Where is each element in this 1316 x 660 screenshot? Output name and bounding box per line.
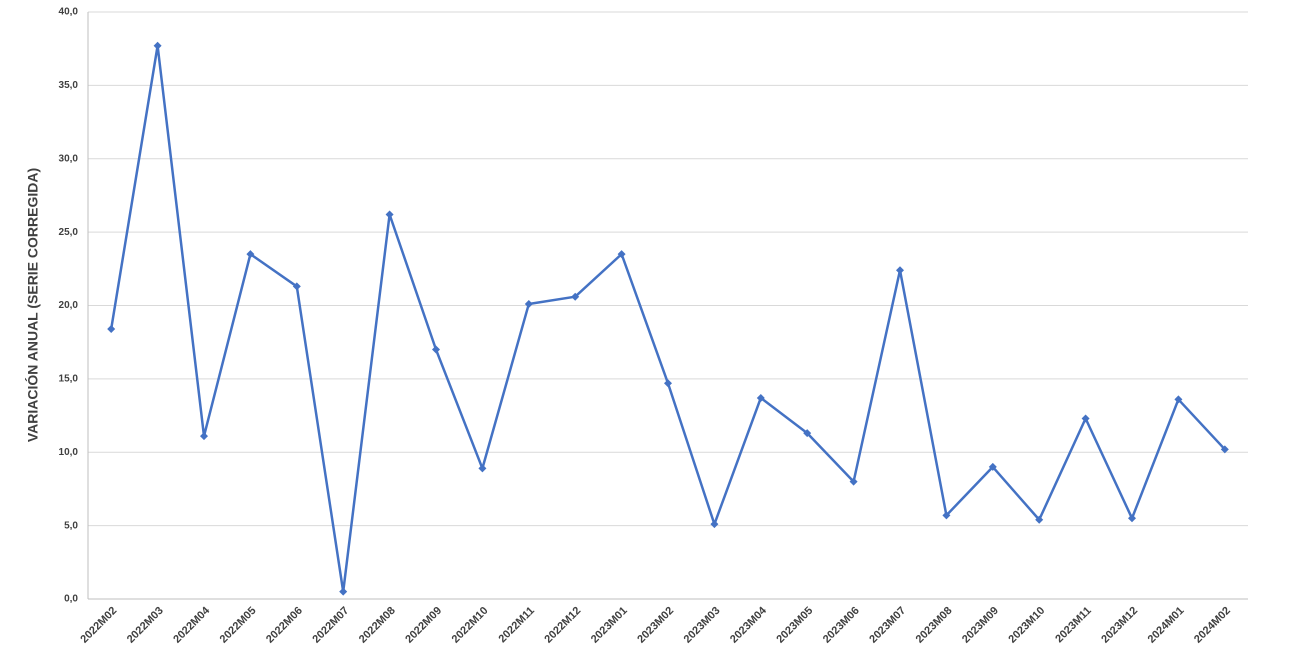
x-tick-label: 2023M05	[774, 605, 815, 646]
x-tick-label: 2022M02	[78, 605, 119, 646]
data-point	[432, 345, 440, 354]
data-point	[107, 324, 116, 333]
y-tick-label: 30,0	[59, 153, 79, 164]
data-point	[896, 266, 904, 275]
data-point	[1220, 445, 1229, 454]
x-tick-label: 2023M06	[821, 605, 862, 646]
x-tick-label: 2024M01	[1146, 605, 1187, 646]
x-tick-label: 2023M11	[1053, 605, 1093, 645]
x-tick-label: 2022M07	[310, 605, 351, 646]
y-tick-label: 15,0	[59, 374, 79, 385]
y-tick-label: 20,0	[59, 300, 79, 311]
data-point	[710, 520, 719, 529]
x-tick-label: 2023M02	[635, 605, 676, 646]
x-tick-label: 2022M04	[171, 604, 213, 646]
data-point	[1081, 414, 1090, 423]
data-point	[524, 300, 533, 309]
x-tick-label: 2022M11	[496, 605, 536, 645]
data-point	[292, 282, 301, 291]
data-point	[571, 292, 580, 301]
data-point	[200, 432, 208, 441]
x-tick-label: 2023M09	[960, 605, 1001, 646]
x-tick-label: 2023M01	[589, 605, 630, 646]
x-tick-label: 2022M10	[450, 605, 491, 646]
x-tick-label: 2023M08	[914, 605, 955, 646]
data-point	[385, 210, 394, 219]
series-line	[109, 44, 1226, 593]
data-point	[478, 464, 487, 473]
data-point	[664, 379, 672, 388]
x-tick-label: 2023M07	[867, 605, 908, 646]
y-tick-label: 5,0	[64, 520, 78, 531]
data-point	[1128, 514, 1136, 523]
x-tick-label: 2022M08	[357, 605, 398, 646]
data-point	[1174, 395, 1183, 404]
y-axis-title: VARIACIÓN ANUAL (SERIE CORREGIDA)	[24, 168, 41, 442]
x-tick-label: 2022M12	[542, 605, 583, 646]
y-tick-label: 0,0	[64, 594, 78, 605]
y-tick-label: 40,0	[59, 7, 79, 18]
data-point	[1035, 515, 1044, 524]
data-point	[339, 587, 348, 596]
data-point	[849, 477, 858, 486]
x-tick-label: 2022M09	[403, 605, 444, 646]
x-tick-label: 2022M05	[218, 605, 259, 646]
x-tick-label: 2023M04	[728, 604, 770, 646]
x-tick-label: 2023M10	[1006, 605, 1047, 646]
y-tick-label: 35,0	[59, 80, 79, 91]
x-tick-label: 2023M12	[1099, 605, 1140, 646]
data-point	[988, 462, 997, 471]
x-tick-label: 2024M02	[1192, 605, 1233, 646]
data-point	[617, 250, 626, 259]
x-tick-label: 2023M03	[682, 605, 723, 646]
data-point	[756, 393, 765, 402]
data-point	[246, 250, 255, 259]
x-tick-label: 2022M03	[125, 605, 166, 646]
data-point	[153, 41, 162, 50]
data-point	[942, 511, 951, 520]
x-tick-label: 2022M06	[264, 605, 305, 646]
y-tick-label: 10,0	[59, 447, 79, 458]
data-point	[803, 429, 812, 438]
y-tick-label: 25,0	[59, 227, 79, 238]
